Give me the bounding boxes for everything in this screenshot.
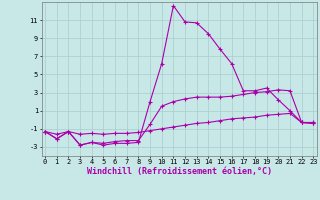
X-axis label: Windchill (Refroidissement éolien,°C): Windchill (Refroidissement éolien,°C) <box>87 167 272 176</box>
